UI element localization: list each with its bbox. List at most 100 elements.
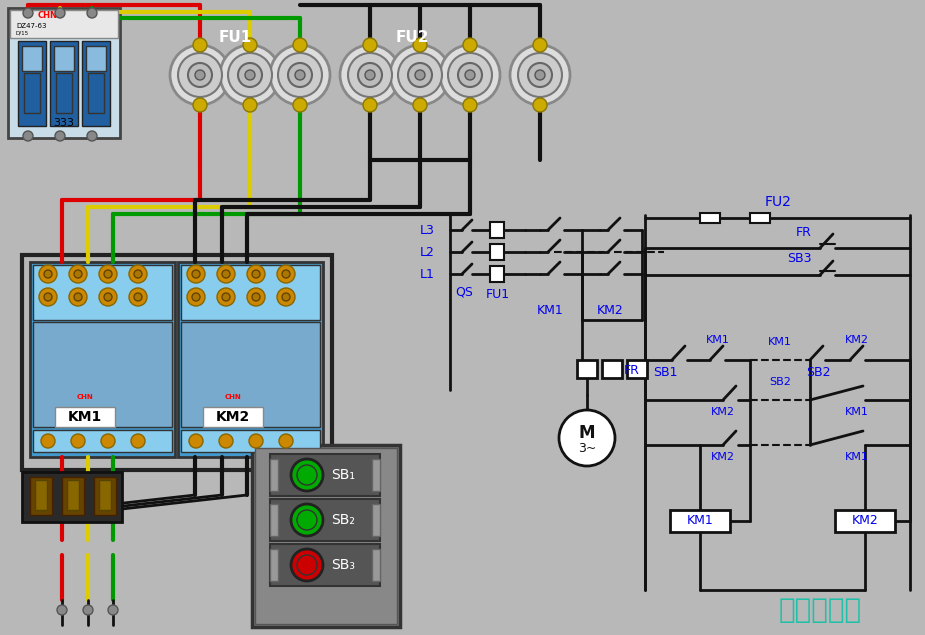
Circle shape [243, 98, 257, 112]
Bar [56, 73, 72, 113]
Circle shape [187, 288, 205, 306]
Text: FR: FR [624, 363, 640, 377]
Bar [835, 510, 895, 532]
Circle shape [277, 265, 295, 283]
Circle shape [270, 45, 330, 105]
Circle shape [39, 265, 57, 283]
Text: SB1: SB1 [653, 366, 677, 378]
Circle shape [192, 293, 200, 301]
Circle shape [228, 53, 272, 97]
Text: KM1: KM1 [686, 514, 713, 528]
Circle shape [44, 293, 52, 301]
Circle shape [297, 510, 317, 530]
Circle shape [219, 434, 233, 448]
Bar [490, 266, 504, 282]
Text: KM1: KM1 [845, 452, 869, 462]
Text: D/15: D/15 [16, 30, 29, 36]
Text: KM2: KM2 [597, 304, 623, 316]
Text: SB3: SB3 [787, 253, 812, 265]
Circle shape [104, 270, 112, 278]
Circle shape [220, 45, 280, 105]
Bar [55, 407, 115, 427]
Bar [24, 73, 40, 113]
Text: SB₂: SB₂ [331, 513, 355, 527]
Circle shape [57, 605, 67, 615]
Bar [54, 46, 74, 71]
Text: KM1: KM1 [68, 410, 102, 424]
Bar [252, 445, 400, 627]
Circle shape [291, 459, 323, 491]
Bar [627, 360, 647, 378]
Text: CHN: CHN [77, 394, 93, 400]
Circle shape [193, 98, 207, 112]
Circle shape [363, 98, 377, 112]
Circle shape [297, 555, 317, 575]
Bar [270, 549, 278, 581]
Bar [67, 480, 79, 510]
Circle shape [55, 131, 65, 141]
Circle shape [189, 434, 203, 448]
Circle shape [390, 45, 450, 105]
Text: FU1: FU1 [218, 30, 252, 46]
Bar [602, 360, 622, 378]
Circle shape [458, 63, 482, 87]
Text: KM2: KM2 [711, 452, 735, 462]
Text: FU1: FU1 [486, 288, 510, 302]
Circle shape [243, 38, 257, 52]
Bar [270, 504, 278, 536]
Circle shape [131, 434, 145, 448]
Bar [181, 265, 320, 320]
Circle shape [69, 288, 87, 306]
Text: L3: L3 [420, 224, 435, 236]
Bar [30, 262, 175, 457]
Circle shape [463, 98, 477, 112]
Circle shape [559, 410, 615, 466]
Circle shape [413, 98, 427, 112]
Text: KM2: KM2 [711, 407, 735, 417]
Circle shape [187, 265, 205, 283]
Circle shape [247, 288, 265, 306]
Circle shape [245, 70, 255, 80]
Circle shape [222, 270, 230, 278]
Circle shape [278, 53, 322, 97]
Circle shape [293, 38, 307, 52]
Circle shape [23, 131, 33, 141]
Text: L2: L2 [420, 246, 435, 258]
Bar [10, 10, 118, 38]
Circle shape [217, 288, 235, 306]
Text: 自动秒链接: 自动秒链接 [779, 596, 861, 624]
Circle shape [398, 53, 442, 97]
Circle shape [129, 288, 147, 306]
Bar [372, 504, 380, 536]
Bar [50, 41, 78, 126]
Bar [700, 213, 720, 223]
Bar [18, 41, 46, 126]
Circle shape [104, 293, 112, 301]
Bar [178, 262, 323, 457]
Circle shape [99, 288, 117, 306]
Circle shape [279, 434, 293, 448]
Circle shape [528, 63, 552, 87]
Text: CHN: CHN [225, 394, 241, 400]
Text: FU2: FU2 [395, 30, 429, 46]
Circle shape [282, 270, 290, 278]
Circle shape [99, 265, 117, 283]
Bar [30, 477, 52, 515]
Circle shape [293, 98, 307, 112]
Text: KM1: KM1 [768, 337, 792, 347]
Text: CHN: CHN [38, 11, 58, 20]
Text: 333: 333 [54, 118, 75, 128]
Text: M: M [579, 424, 596, 442]
Bar [181, 430, 320, 452]
Bar [82, 41, 110, 126]
Circle shape [252, 270, 260, 278]
Bar [8, 8, 120, 138]
Text: DZ47-63: DZ47-63 [16, 23, 46, 29]
Circle shape [69, 265, 87, 283]
Bar [181, 322, 320, 427]
Circle shape [295, 70, 305, 80]
Circle shape [195, 70, 205, 80]
Circle shape [39, 288, 57, 306]
Bar [33, 322, 172, 427]
Text: KM1: KM1 [845, 407, 869, 417]
